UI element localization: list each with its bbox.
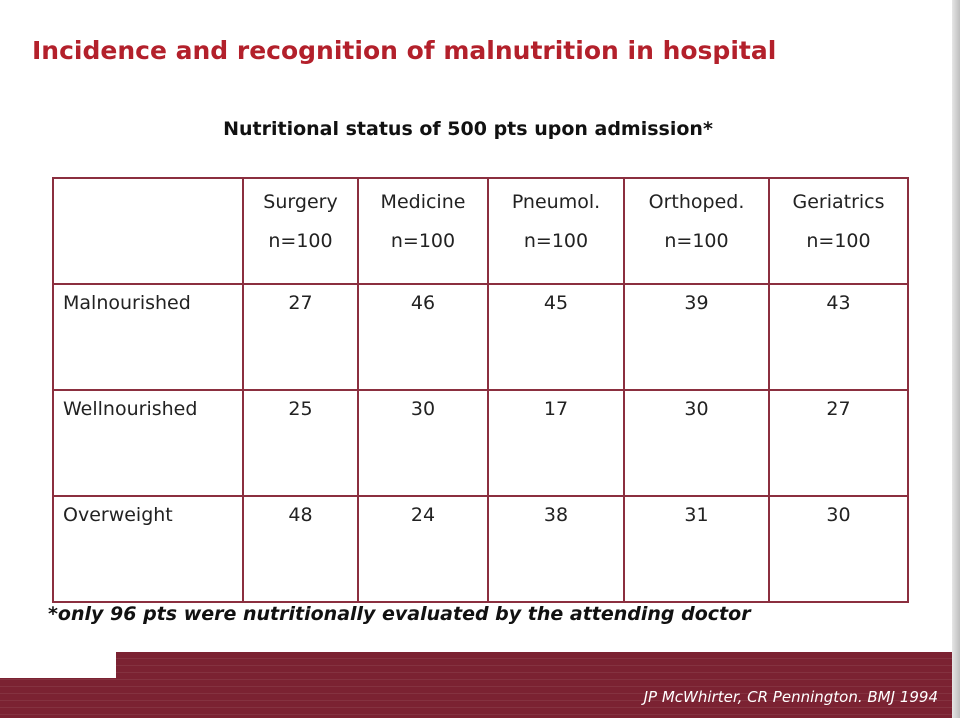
table-title: Nutritional status of 500 pts upon admis… [223, 118, 713, 140]
column-header-name: Orthoped. [648, 191, 745, 213]
row-label: Malnourished [52, 283, 244, 391]
column-header-count: n=100 [806, 230, 871, 252]
table-row-malnourished: Malnourished 27 46 45 39 43 [52, 283, 909, 391]
table-cell: 48 [242, 495, 359, 603]
table-header-row: Surgery n=100 Medicine n=100 Pneumol. n=… [52, 177, 909, 285]
table-cell: 38 [487, 495, 625, 603]
column-header-count: n=100 [268, 230, 333, 252]
column-header-name: Geriatrics [792, 191, 885, 213]
row-label: Overweight [52, 495, 244, 603]
table-cell: 24 [357, 495, 489, 603]
table-cell: 17 [487, 389, 625, 497]
footer-band-lower [0, 678, 952, 718]
table-cell: 45 [487, 283, 625, 391]
column-header-geriatrics: Geriatrics n=100 [768, 177, 909, 285]
table-cell: 43 [768, 283, 909, 391]
column-header-pneumol: Pneumol. n=100 [487, 177, 625, 285]
header-corner-cell [52, 177, 244, 285]
column-header-name: Pneumol. [511, 191, 601, 213]
table-cell: 31 [623, 495, 770, 603]
column-header-count: n=100 [390, 230, 456, 252]
column-header-name: Surgery [263, 191, 338, 213]
table-cell: 30 [357, 389, 489, 497]
footer-band-notch [0, 652, 116, 678]
table-row-wellnourished: Wellnourished 25 30 17 30 27 [52, 389, 909, 497]
column-header-name: Medicine [380, 191, 466, 213]
nutrition-table: Surgery n=100 Medicine n=100 Pneumol. n=… [52, 177, 909, 603]
table-cell: 27 [768, 389, 909, 497]
row-label: Wellnourished [52, 389, 244, 497]
table-cell: 27 [242, 283, 359, 391]
footer-band-upper [116, 652, 952, 678]
table-cell: 30 [768, 495, 909, 603]
slide-edge-shadow [952, 0, 960, 718]
column-header-orthoped: Orthoped. n=100 [623, 177, 770, 285]
table-cell: 46 [357, 283, 489, 391]
column-header-surgery: Surgery n=100 [242, 177, 359, 285]
table-cell: 39 [623, 283, 770, 391]
column-header-count: n=100 [664, 230, 729, 252]
table-cell: 25 [242, 389, 359, 497]
footnote: *only 96 pts were nutritionally evaluate… [48, 603, 751, 625]
column-header-medicine: Medicine n=100 [357, 177, 489, 285]
table-cell: 30 [623, 389, 770, 497]
column-header-count: n=100 [523, 230, 589, 252]
citation: JP McWhirter, CR Pennington. BMJ 1994 [643, 688, 938, 706]
table-row-overweight: Overweight 48 24 38 31 30 [52, 495, 909, 603]
slide-title: Incidence and recognition of malnutritio… [32, 36, 777, 65]
